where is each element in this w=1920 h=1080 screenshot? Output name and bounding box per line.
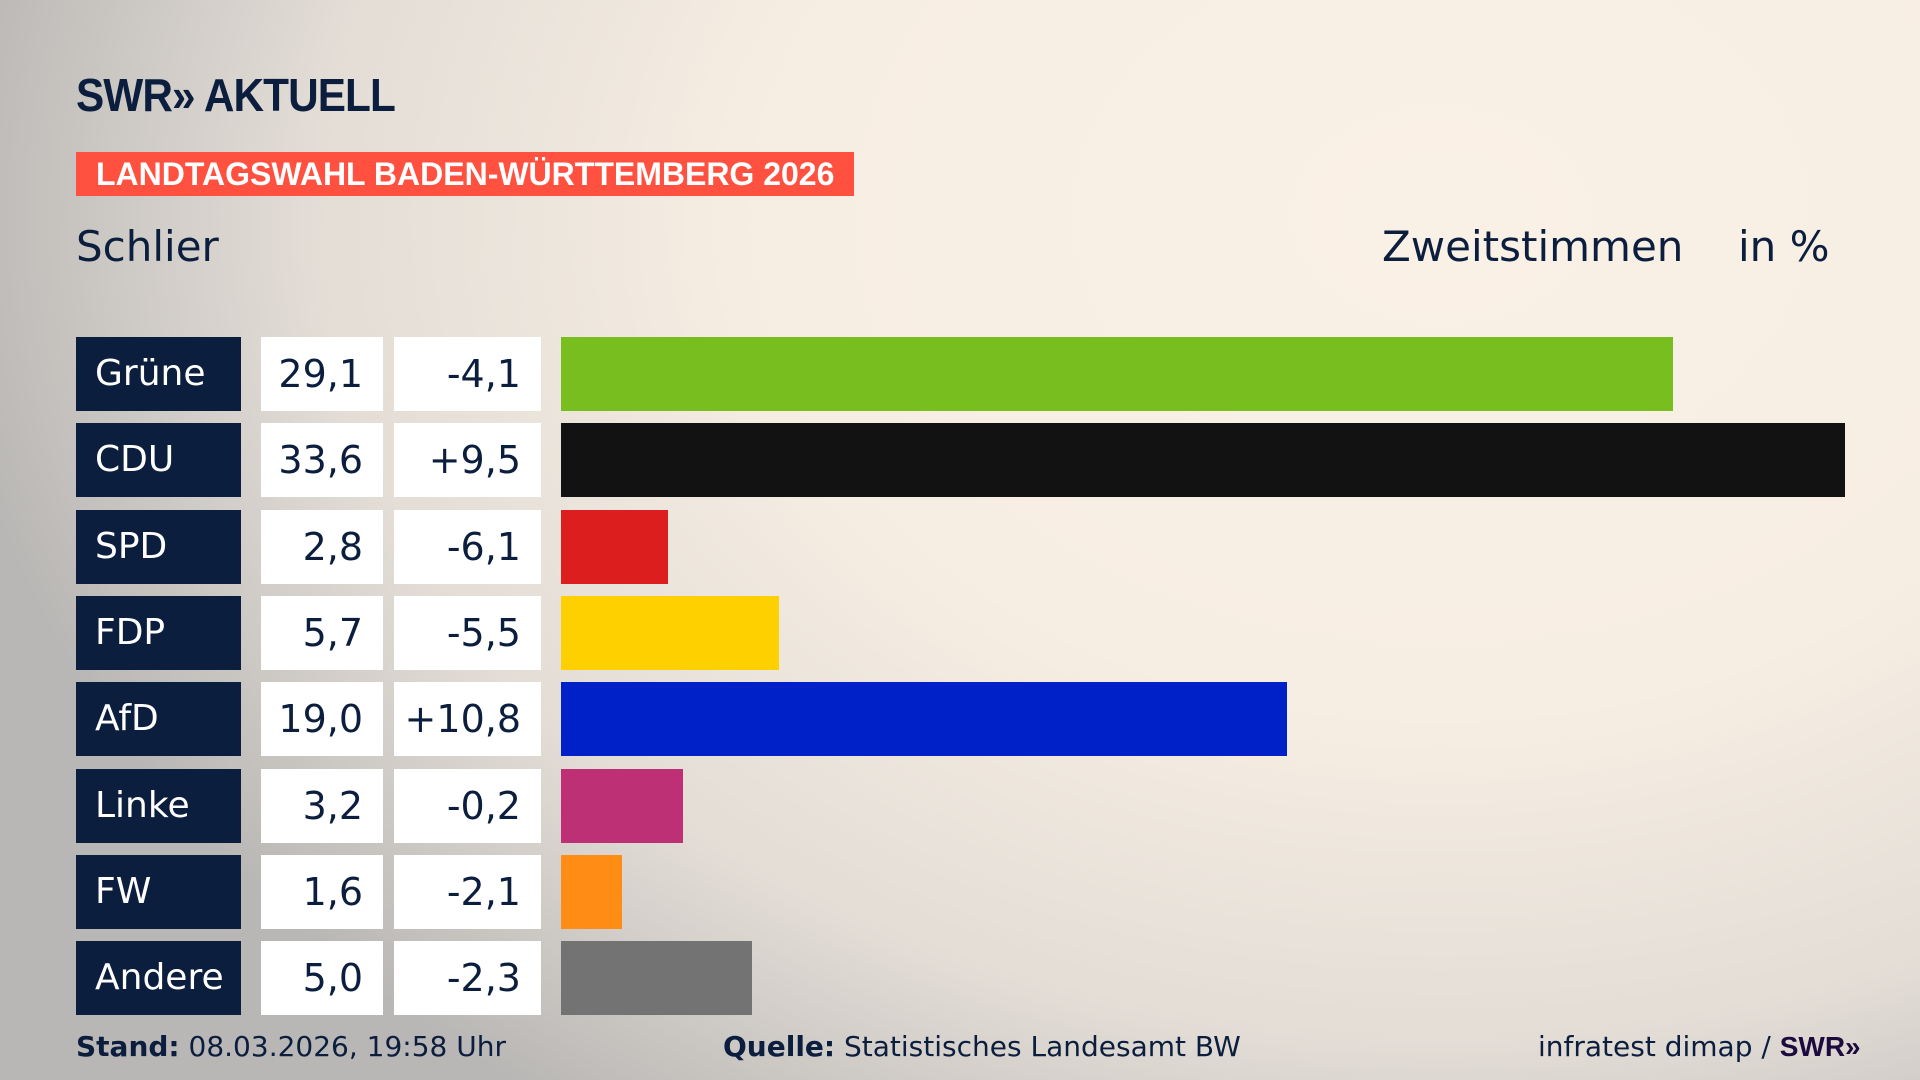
change-label: -0,2 xyxy=(394,768,541,843)
bar-fw xyxy=(561,854,623,929)
election-banner: LANDTAGSWAHL BADEN-WÜRTTEMBERG 2026 xyxy=(76,152,855,196)
bar-spd xyxy=(561,509,668,584)
bar-afd xyxy=(561,682,1288,757)
bar-grüne xyxy=(561,337,1674,411)
value-label: 29,1 xyxy=(261,337,383,411)
source-label: Quelle: xyxy=(723,1030,836,1063)
swr-logo: SWR» xyxy=(1779,1031,1861,1062)
region-title: Schlier xyxy=(76,222,219,271)
change-label: -2,3 xyxy=(394,941,541,1016)
change-label: +10,8 xyxy=(394,682,541,757)
party-label: AfD xyxy=(76,682,241,757)
vote-type-label: Zweitstimmen xyxy=(1382,222,1684,271)
change-label: -2,1 xyxy=(394,854,541,929)
value-label: 5,7 xyxy=(261,595,383,670)
value-label: 5,0 xyxy=(261,941,383,1016)
party-label: Linke xyxy=(76,768,241,843)
timestamp: Stand: 08.03.2026, 19:58 Uhr xyxy=(76,1030,506,1063)
credit-text: infratest dimap / xyxy=(1538,1030,1771,1063)
stand-label: Stand: xyxy=(76,1030,180,1063)
value-label: 1,6 xyxy=(261,854,383,929)
change-label: -4,1 xyxy=(394,337,541,411)
bar-cdu xyxy=(561,423,1845,498)
swr-aktuell-logo: SWR» AKTUELL xyxy=(76,69,396,121)
change-label: -6,1 xyxy=(394,509,541,584)
value-label: 19,0 xyxy=(261,682,383,757)
party-label: SPD xyxy=(76,509,241,584)
unit-label: in % xyxy=(1738,222,1830,271)
credit: infratest dimap / SWR» xyxy=(1538,1030,1861,1063)
value-label: 33,6 xyxy=(261,423,383,498)
party-label: Andere xyxy=(76,941,241,1016)
bar-fdp xyxy=(561,595,779,670)
party-label: Grüne xyxy=(76,337,241,411)
value-label: 2,8 xyxy=(261,509,383,584)
stand-value: 08.03.2026, 19:58 Uhr xyxy=(188,1030,506,1063)
party-label: CDU xyxy=(76,423,241,498)
change-label: +9,5 xyxy=(394,423,541,498)
party-label: FW xyxy=(76,854,241,929)
change-label: -5,5 xyxy=(394,595,541,670)
value-label: 3,2 xyxy=(261,768,383,843)
source: Quelle: Statistisches Landesamt BW xyxy=(723,1030,1241,1063)
bar-linke xyxy=(561,768,684,843)
source-value: Statistisches Landesamt BW xyxy=(844,1030,1241,1063)
bar-andere xyxy=(561,941,753,1016)
party-label: FDP xyxy=(76,595,241,670)
